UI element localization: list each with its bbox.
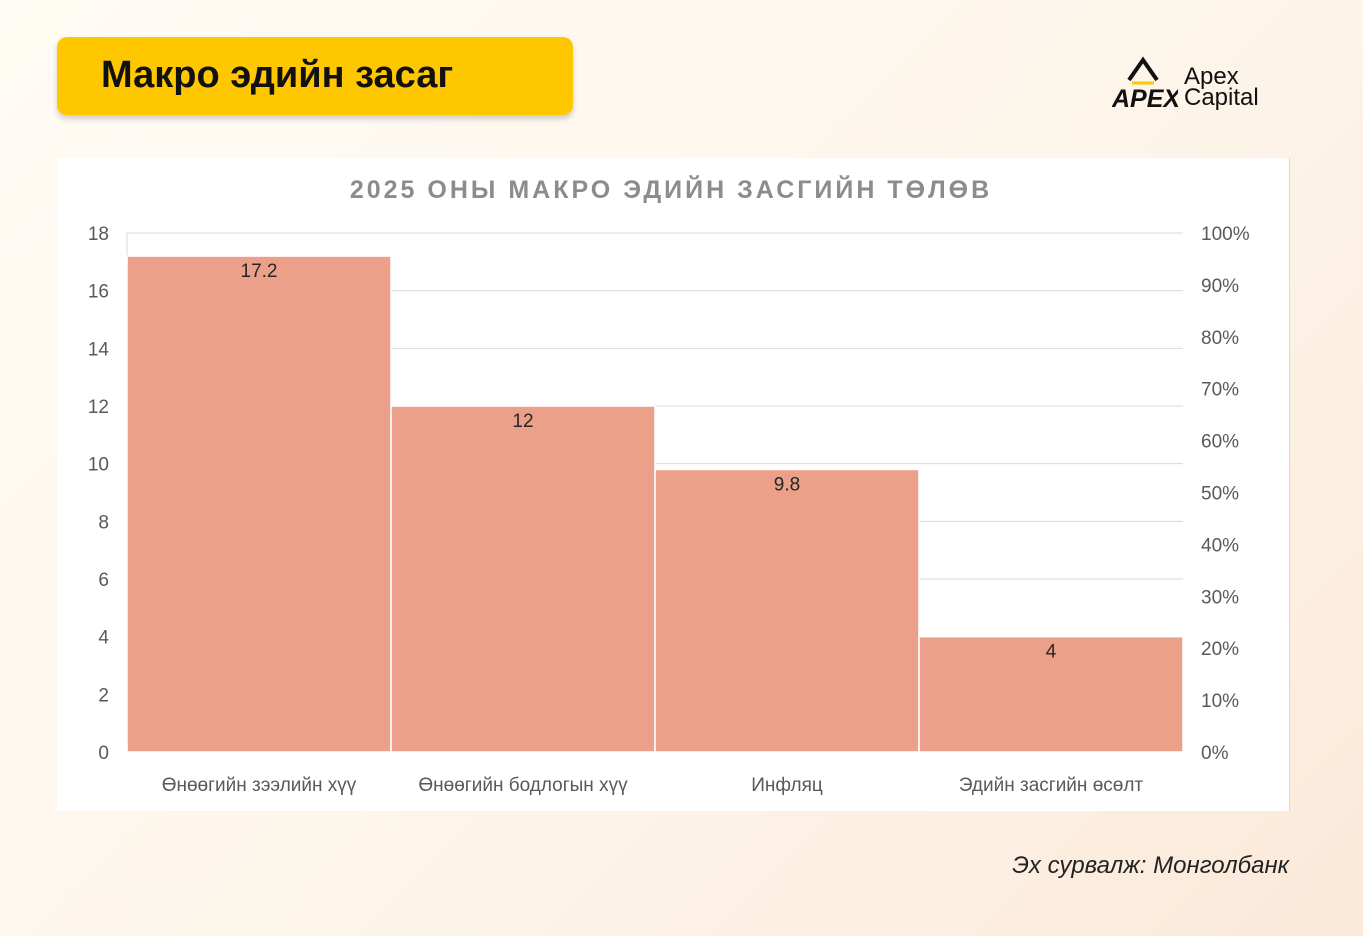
x-axis: Өнөөгийн зээлийн хүү Өнөөгийн бодлогын хү… [162, 775, 1144, 796]
category-label: Өнөөгийн бодлогын хүү [418, 775, 628, 796]
y-tick-label: 12 [88, 397, 109, 418]
y2-tick-label: 40% [1201, 535, 1239, 556]
data-label: 12 [512, 411, 533, 432]
y-tick-label: 4 [98, 628, 109, 649]
y2-tick-label: 60% [1201, 432, 1239, 453]
bar [126, 255, 392, 753]
chart-card: 2025 ОНЫ МАКРО ЭДИЙН ЗАСГИЙН ТӨЛӨВ 17.2 1… [57, 158, 1290, 811]
y2-tick-label: 10% [1201, 691, 1239, 712]
source-note: Эх сурвалж: Монголбанк [1012, 852, 1289, 879]
apex-logo-icon: APEX [1112, 56, 1178, 112]
logo-mark-text: APEX [1112, 85, 1178, 112]
chart-title: 2025 ОНЫ МАКРО ЭДИЙН ЗАСГИЙН ТӨЛӨВ [350, 174, 992, 204]
y-axis: 0 2 4 6 8 10 12 14 16 18 [88, 224, 110, 764]
page-title: Макро эдийн засаг [101, 54, 454, 96]
y-tick-label: 8 [98, 512, 109, 533]
data-label: 9.8 [774, 474, 800, 495]
y-tick-label: 10 [88, 455, 109, 476]
category-label: Өнөөгийн зээлийн хүү [162, 775, 357, 796]
bar [390, 405, 656, 753]
y2-axis: 0% 10% 20% 30% 40% 50% 60% 70% 80% 90% 100% [1201, 224, 1250, 764]
logo-word-apex: Apex [1184, 63, 1239, 90]
y2-tick-label: 90% [1201, 276, 1239, 297]
y-tick-label: 6 [98, 570, 109, 591]
y2-tick-label: 0% [1201, 743, 1229, 764]
data-label: 17.2 [241, 261, 278, 282]
y2-tick-label: 80% [1201, 328, 1239, 349]
data-label: 4 [1046, 642, 1057, 663]
bars [126, 255, 1184, 753]
category-label: Инфляц [751, 775, 823, 796]
bar [654, 468, 920, 753]
y-tick-label: 2 [98, 685, 109, 706]
y2-tick-label: 50% [1201, 484, 1239, 505]
bar-chart: 2025 ОНЫ МАКРО ЭДИЙН ЗАСГИЙН ТӨЛӨВ 17.21… [88, 174, 1250, 796]
data-labels: 17.2 12 9.8 4 [241, 261, 1057, 663]
bar [918, 635, 1184, 753]
y2-tick-label: 30% [1201, 587, 1239, 608]
y-tick-label: 0 [98, 743, 109, 764]
y-tick-label: 18 [88, 224, 109, 245]
logo-word-capital: Capital [1184, 84, 1259, 111]
y2-tick-label: 20% [1201, 639, 1239, 660]
title-badge: Макро эдийн засаг [57, 37, 573, 115]
y2-tick-label: 70% [1201, 380, 1239, 401]
y-tick-label: 16 [88, 282, 109, 303]
apex-capital-logo: APEX Apex Capital [1112, 56, 1282, 116]
category-label: Эдийн засгийн өсөлт [959, 775, 1144, 796]
y-tick-label: 14 [88, 339, 110, 360]
y2-tick-label: 100% [1201, 224, 1250, 245]
